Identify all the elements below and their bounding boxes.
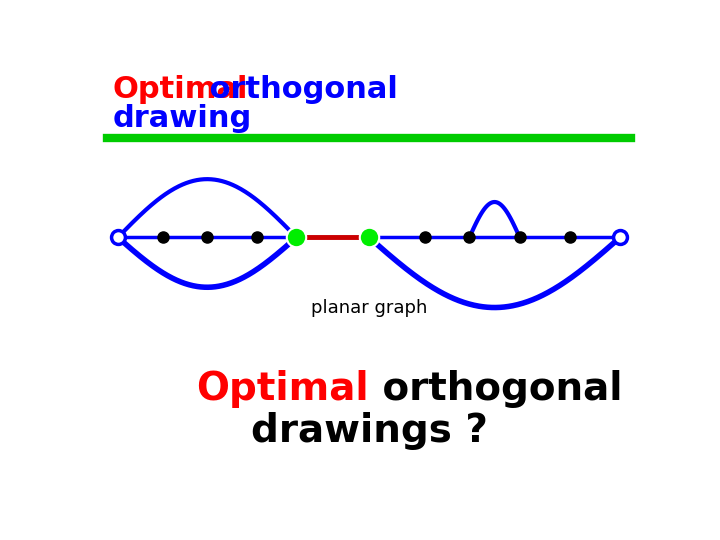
Text: orthogonal: orthogonal [369, 370, 623, 408]
Text: orthogonal: orthogonal [199, 75, 397, 104]
Text: planar graph: planar graph [311, 299, 427, 317]
Text: drawings ?: drawings ? [251, 411, 487, 450]
Text: Optimal: Optimal [112, 75, 248, 104]
Text: drawing: drawing [112, 104, 251, 133]
Text: Optimal: Optimal [197, 370, 369, 408]
